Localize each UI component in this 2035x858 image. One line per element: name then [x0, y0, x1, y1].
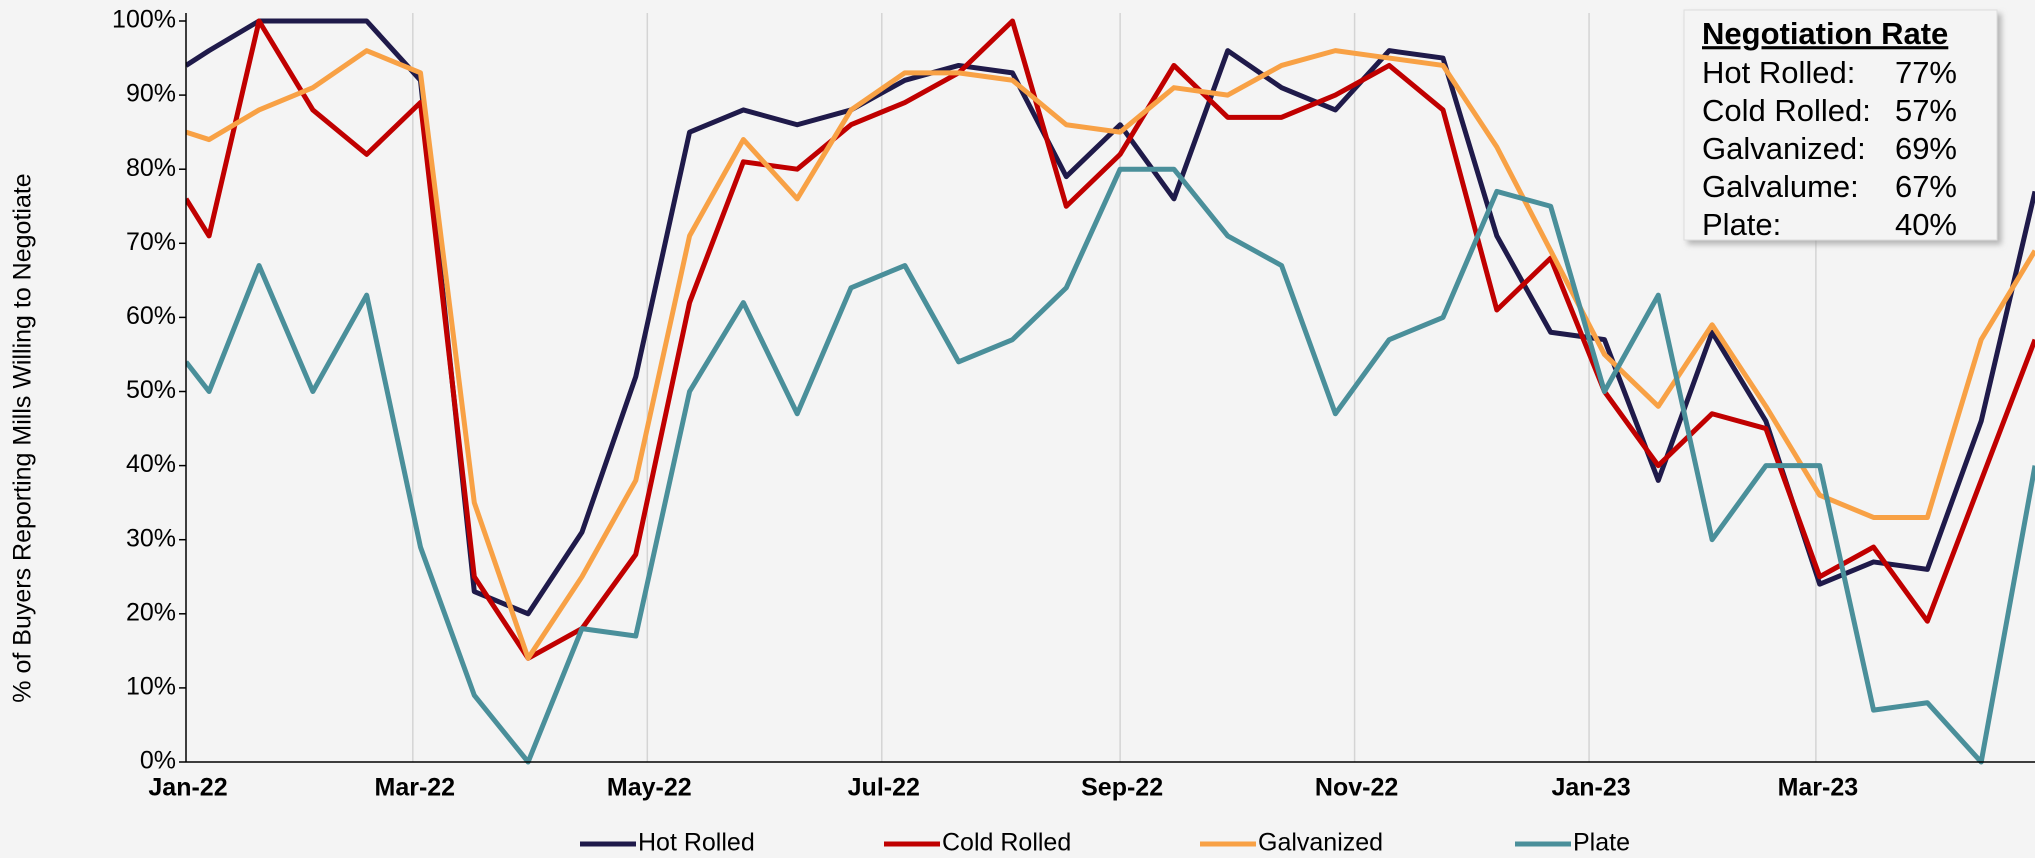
box-row-value: 57%	[1895, 93, 1957, 128]
box-row-value: 69%	[1895, 131, 1957, 166]
y-tick-label: 0%	[140, 747, 176, 775]
y-tick-label: 100%	[112, 6, 176, 34]
x-tick-label: Mar-22	[375, 774, 456, 802]
box-row-label: Cold Rolled:	[1702, 93, 1871, 128]
box-title: Negotiation Rate	[1702, 16, 1948, 51]
x-tick-label: Jul-22	[848, 774, 920, 802]
box-row-label: Galvanized:	[1702, 131, 1866, 166]
box-row-value: 40%	[1895, 207, 1957, 242]
y-tick-label: 70%	[126, 228, 176, 256]
x-tick-label: Jan-22	[148, 774, 227, 802]
y-tick-label: 10%	[126, 673, 176, 701]
y-tick-label: 80%	[126, 154, 176, 182]
x-tick-label: Sep-22	[1081, 774, 1163, 802]
series-line	[186, 18, 2035, 661]
y-tick-label: 60%	[126, 302, 176, 330]
box-row-label: Galvalume:	[1702, 169, 1859, 204]
legend-label: Galvanized	[1258, 829, 1383, 857]
x-tick-label: Nov-22	[1315, 774, 1398, 802]
y-tick-label: 90%	[126, 80, 176, 108]
y-tick-label: 30%	[126, 524, 176, 552]
x-tick-label: Jan-23	[1551, 774, 1630, 802]
y-tick-label: 20%	[126, 598, 176, 626]
legend-label: Cold Rolled	[942, 829, 1071, 857]
legend-label: Plate	[1573, 829, 1630, 857]
y-tick-label: 50%	[126, 376, 176, 404]
series-line	[186, 166, 2035, 765]
legend-label: Hot Rolled	[638, 829, 755, 857]
legend: Hot Rolled Cold Rolled Galvanized Plate	[580, 829, 1630, 857]
y-axis-label: % of Buyers Reporting Mills Willing to N…	[9, 173, 37, 702]
box-row-label: Plate:	[1702, 207, 1781, 242]
axes: Jan-22 Mar-22 May-22 Jul-22 Sep-22 Nov-22 Jan-…	[112, 6, 2035, 802]
box-row-label: Hot Rolled:	[1702, 55, 1855, 90]
lines	[186, 18, 2035, 765]
series-line	[186, 48, 2035, 661]
x-tick-label: Mar-23	[1778, 774, 1859, 802]
box-background	[1683, 9, 1998, 241]
negotiation-rate-box: Negotiation Rate Hot Rolled: 77% Cold Rolle…	[1683, 9, 1998, 242]
box-row-value: 67%	[1895, 169, 1957, 204]
y-tick-label: 40%	[126, 450, 176, 478]
x-tick-label: May-22	[607, 774, 692, 802]
box-row-value: 77%	[1895, 55, 1957, 90]
